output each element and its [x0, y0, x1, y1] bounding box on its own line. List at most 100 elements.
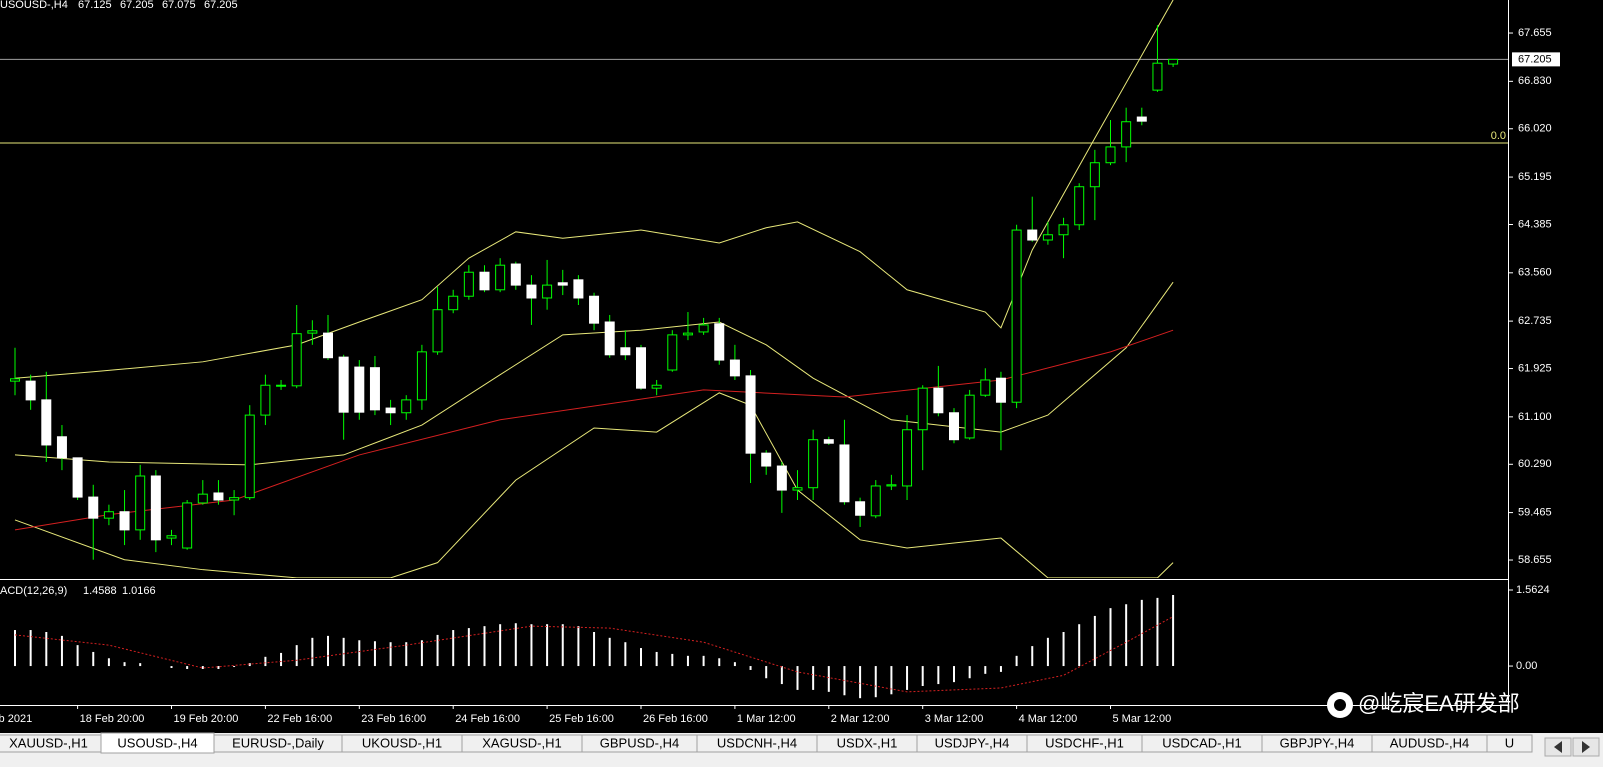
candle-body [839, 444, 850, 503]
candle-body [589, 295, 600, 324]
candle-body [1105, 146, 1116, 164]
candle-body [182, 502, 193, 549]
candle-body [88, 496, 99, 519]
candle-body [213, 492, 224, 501]
tab[interactable] [1486, 734, 1533, 753]
header-open: 67.125 [78, 0, 112, 11]
candle-body [933, 387, 944, 414]
tab-label: USDCNH-,H4 [717, 735, 797, 750]
candle-body [651, 384, 662, 389]
tab-label: XAGUSD-,H1 [482, 735, 561, 750]
x-tick-label: 5 Mar 12:00 [1113, 713, 1172, 725]
candle-body [964, 394, 975, 439]
candle-body [1058, 224, 1069, 236]
price-tag [1512, 52, 1560, 67]
x-tick-label: 1 Mar 12:00 [737, 713, 796, 725]
y-tick-label: 65.195 [1518, 171, 1552, 183]
x-tick-label: 3 Mar 12:00 [925, 713, 984, 725]
candle-body [714, 323, 725, 361]
price-tag-label: 67.205 [1518, 53, 1552, 65]
tab-label: USDCAD-,H1 [1162, 735, 1241, 750]
y-tick-label: 67.655 [1518, 27, 1552, 39]
candle-body [886, 484, 897, 487]
candle-body [72, 457, 83, 498]
candle-body [432, 309, 443, 353]
macd-title: ACD(12,26,9) [0, 585, 67, 597]
candle-body [1089, 162, 1100, 188]
tab-label: USDX-,H1 [837, 735, 898, 750]
candle-body [808, 439, 819, 489]
candle-body [244, 414, 255, 499]
candle-body [995, 377, 1006, 403]
indicator-line [14, 392, 1174, 578]
candle-body [620, 347, 631, 356]
y-tick-label: 64.385 [1518, 218, 1552, 230]
main-pane: 0.0 [0, 0, 1508, 578]
macd-value: 1.4588 [83, 585, 117, 597]
candle-body [229, 497, 240, 501]
candle-body [416, 351, 427, 401]
macd-pane [14, 595, 1175, 699]
x-tick-label: 24 Feb 16:00 [455, 713, 520, 725]
header-symbol: USOUSD-,H4 [0, 0, 68, 11]
candle-body [902, 429, 913, 487]
candle-body [1121, 121, 1132, 148]
arrow-right [1582, 741, 1590, 753]
watermark: @屹宸EA研发部 [1358, 691, 1520, 716]
candle-body [776, 465, 787, 491]
header-high: 67.205 [120, 0, 154, 11]
candle-body [479, 271, 490, 291]
candle-body [338, 356, 349, 413]
y-tick-label: 58.655 [1518, 554, 1552, 566]
candle-body [260, 384, 271, 416]
candle-body [448, 295, 459, 311]
candle-body [1152, 62, 1163, 91]
candle-body [354, 366, 365, 413]
candle-body [682, 332, 693, 336]
x-tick-label: 19 Feb 20:00 [174, 713, 239, 725]
candle-body [542, 284, 553, 299]
tab-label: USDJPY-,H4 [935, 735, 1010, 750]
candle-body [401, 399, 412, 414]
candle-body [745, 375, 756, 454]
candle-body [573, 279, 584, 299]
tab-label: XAUUSD-,H1 [9, 735, 88, 750]
candle-body [1136, 116, 1147, 122]
y-tick-label: 66.830 [1518, 75, 1552, 87]
tab-label: U [1505, 735, 1514, 750]
x-tick-label: 23 Feb 16:00 [361, 713, 426, 725]
chart-bg [0, 0, 1603, 733]
y-tick-label: 60.290 [1518, 458, 1552, 470]
candle-body [980, 379, 991, 396]
header-low: 67.075 [162, 0, 196, 11]
x-tick-label: Feb 2021 [0, 713, 32, 725]
candle-body [463, 271, 474, 297]
candle-body [667, 334, 678, 371]
candle-body [823, 439, 834, 444]
candle-body [761, 452, 772, 467]
candle-body [698, 324, 709, 333]
y-tick-label: 61.100 [1518, 411, 1552, 423]
candle-body [1042, 234, 1053, 241]
x-tick-label: 26 Feb 16:00 [643, 713, 708, 725]
fib-label: 0.0 [1491, 130, 1506, 142]
candle-body [1027, 229, 1038, 241]
indicator-line [14, 0, 1174, 379]
candle-body [103, 511, 114, 519]
signal-line [14, 616, 1174, 693]
candle-body [369, 367, 380, 411]
candle-body [10, 378, 20, 382]
candle-body [135, 475, 146, 531]
tab-label: GBPUSD-,H4 [600, 735, 679, 750]
y-tick-label: 0.00 [1516, 660, 1537, 672]
y-tick-label: 61.925 [1518, 362, 1552, 374]
candle-body [1168, 58, 1179, 65]
candle-body [636, 347, 646, 389]
candle-body [526, 284, 537, 299]
y-tick-label: 62.735 [1518, 315, 1552, 327]
candle-body [495, 264, 506, 291]
candle-body [1011, 229, 1022, 403]
y-tick-label: 59.465 [1518, 506, 1552, 518]
x-tick-label: 2 Mar 12:00 [831, 713, 890, 725]
